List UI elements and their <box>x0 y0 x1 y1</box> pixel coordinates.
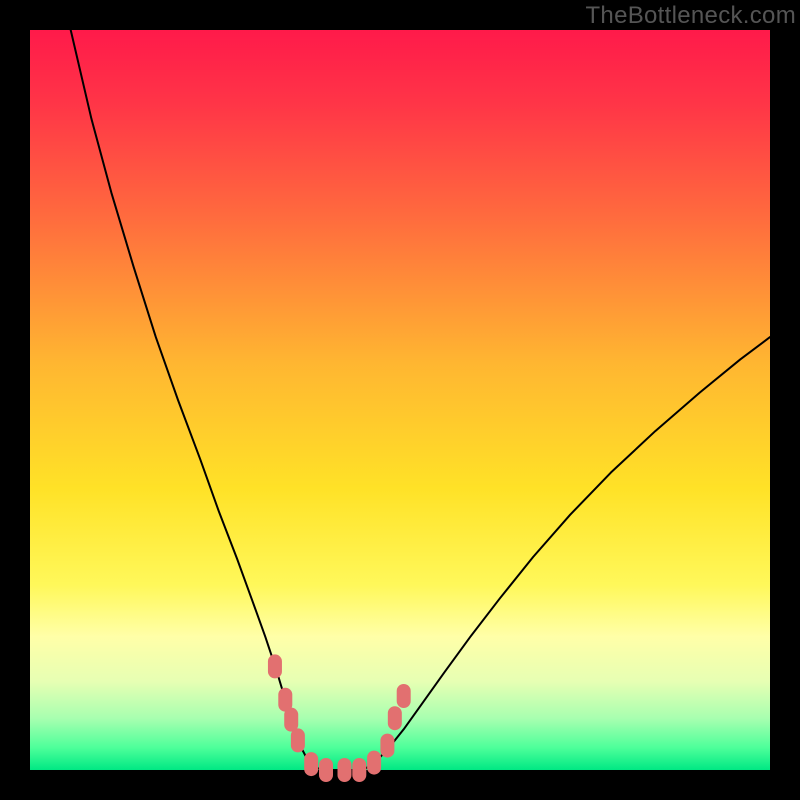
chart-container: TheBottleneck.com <box>0 0 800 800</box>
marker-point <box>291 728 305 752</box>
marker-point <box>388 706 402 730</box>
marker-point <box>380 734 394 758</box>
marker-point <box>397 684 411 708</box>
bottleneck-chart <box>0 0 800 800</box>
marker-point <box>268 654 282 678</box>
plot-background-gradient <box>30 30 770 770</box>
marker-point <box>284 708 298 732</box>
marker-point <box>367 751 381 775</box>
marker-point <box>304 752 318 776</box>
marker-point <box>319 758 333 782</box>
marker-point <box>338 758 352 782</box>
marker-point <box>352 758 366 782</box>
